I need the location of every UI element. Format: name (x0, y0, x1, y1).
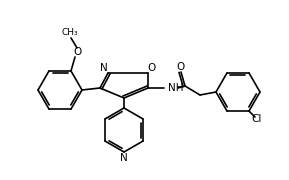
Text: N: N (100, 63, 108, 73)
Text: O: O (148, 63, 156, 73)
Text: O: O (177, 62, 185, 72)
Text: NH: NH (168, 83, 184, 93)
Text: Cl: Cl (252, 114, 262, 124)
Text: N: N (120, 153, 128, 163)
Text: O: O (73, 47, 81, 57)
Text: CH₃: CH₃ (62, 28, 78, 37)
